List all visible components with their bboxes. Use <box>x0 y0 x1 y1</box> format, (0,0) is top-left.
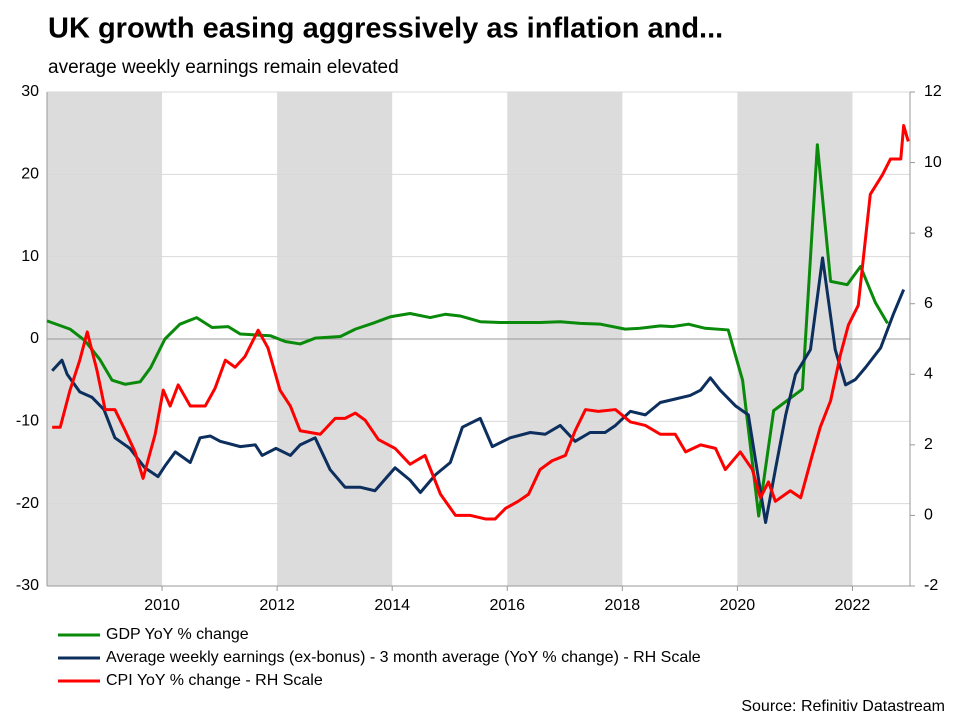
x-tick-label: 2018 <box>605 597 641 614</box>
y-tick-label: -10 <box>16 413 39 430</box>
y2-tick-label: 6 <box>924 295 933 312</box>
series-line <box>52 124 910 521</box>
chart-title: UK growth easing aggressively as inflati… <box>48 13 723 45</box>
x-tick-label: 2022 <box>835 597 871 614</box>
y-tick-label: 0 <box>30 330 39 347</box>
y2-tick-label: -2 <box>924 577 938 594</box>
y2-tick-label: 8 <box>924 224 933 241</box>
x-tick-label: 2014 <box>374 597 410 614</box>
series-line <box>46 143 889 518</box>
y-tick-label: 10 <box>21 248 39 265</box>
y2-tick-label: 4 <box>924 366 933 383</box>
x-tick-label: 2012 <box>259 597 295 614</box>
legend-label: GDP YoY % change <box>106 626 249 643</box>
legend-label: Average weekly earnings (ex-bonus) - 3 m… <box>106 649 701 666</box>
y-tick-label: 30 <box>21 83 39 100</box>
y-tick-label: -30 <box>16 577 39 594</box>
y-tick-label: -20 <box>16 495 39 512</box>
series-line <box>51 256 906 524</box>
chart-subtitle: average weekly earnings remain elevated <box>48 57 399 78</box>
x-tick-label: 2016 <box>489 597 525 614</box>
y2-tick-label: 2 <box>924 436 933 453</box>
y2-tick-label: 12 <box>924 83 942 100</box>
y2-tick-label: 10 <box>924 154 942 171</box>
x-tick-label: 2010 <box>144 597 180 614</box>
y2-tick-label: 0 <box>924 507 933 524</box>
legend-label: CPI YoY % change - RH Scale <box>106 672 323 689</box>
y-tick-label: 20 <box>21 166 39 183</box>
x-tick-label: 2020 <box>720 597 756 614</box>
source-note: Source: Refinitiv Datastream <box>741 698 945 715</box>
